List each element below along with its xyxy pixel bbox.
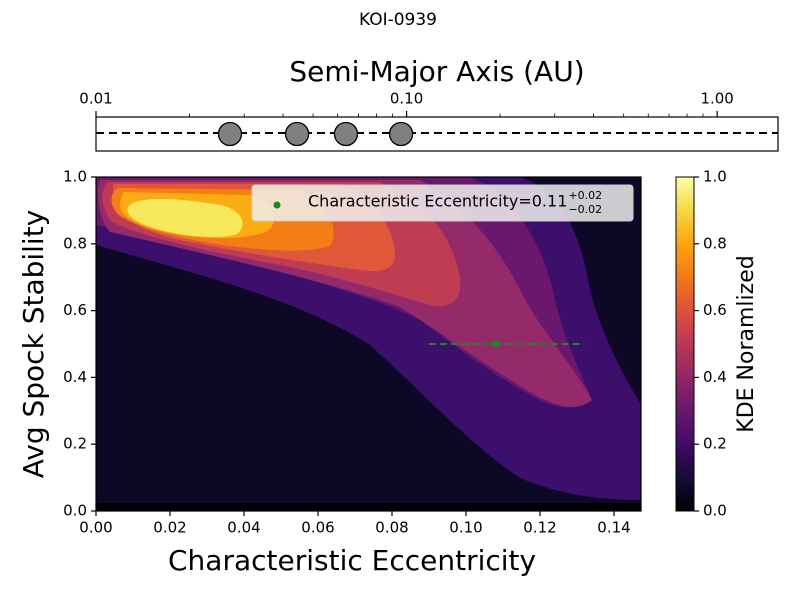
x-tick-label: 0.04 [227, 519, 260, 537]
y-tick-label: 0.2 [63, 435, 87, 453]
top-panel [95, 116, 779, 152]
planet [333, 121, 359, 147]
y-tick-label: 1.0 [63, 168, 87, 186]
colorbar-tick-label: 0.4 [703, 368, 727, 386]
x-tick-label: 0.06 [301, 519, 334, 537]
x-tick-label: 0.10 [390, 90, 423, 108]
colorbar-tick-label: 0.2 [703, 435, 727, 453]
x-axis-label: Characteristic Eccentricity [168, 544, 536, 577]
planet [217, 121, 243, 147]
x-tick-label: 0.00 [79, 519, 112, 537]
plot-frame [95, 176, 642, 512]
legend-label-upper: +0.02 [568, 189, 602, 202]
y-tick-label: 0.4 [63, 368, 87, 386]
kde-floor [96, 503, 641, 511]
legend [251, 184, 634, 222]
colorbar-label: KDE Noramlized [734, 255, 759, 432]
planet [284, 121, 310, 147]
x-tick-label: 0.01 [79, 90, 112, 108]
legend-label-lower: −0.02 [568, 203, 602, 216]
chart-title: KOI-0939 [359, 10, 437, 30]
legend-marker [273, 201, 281, 209]
x-tick-label: 0.12 [523, 519, 556, 537]
kde-contour [127, 198, 243, 237]
kde-contours [96, 177, 641, 511]
colorbar [675, 176, 695, 512]
x-tick-label: 0.14 [597, 519, 630, 537]
colorbar-tick-label: 0.6 [703, 301, 727, 319]
top-axis-label: Semi-Major Axis (AU) [289, 55, 584, 88]
y-tick-label: 0.6 [63, 301, 87, 319]
planet [388, 121, 414, 147]
legend-label: Characteristic Eccentricity=0.11 [308, 192, 567, 211]
x-tick-label: 0.02 [153, 519, 186, 537]
colorbar-tick-label: 0.8 [703, 234, 727, 252]
y-tick-label: 0.8 [63, 234, 87, 252]
colorbar-tick-label: 0.0 [703, 502, 727, 520]
x-tick-label: 0.08 [375, 519, 408, 537]
x-tick-label: 0.10 [449, 519, 482, 537]
y-axis-label: Avg Spock Stability [17, 210, 50, 479]
colorbar-tick-label: 1.0 [703, 168, 727, 186]
x-tick-label: 1.00 [700, 90, 733, 108]
point [492, 340, 500, 348]
y-tick-label: 0.0 [63, 502, 87, 520]
